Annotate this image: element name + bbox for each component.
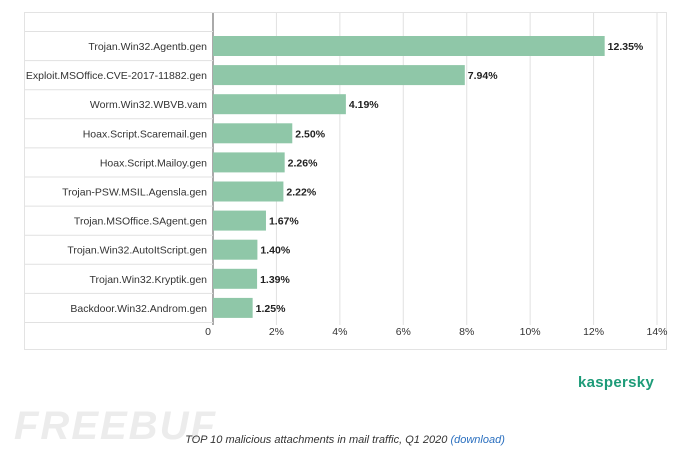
bar	[213, 65, 465, 86]
freebuf-watermark: FREEBUF	[14, 404, 217, 448]
download-link[interactable]: (download)	[450, 434, 505, 446]
bar	[213, 181, 284, 202]
caption-text: TOP 10 malicious attachments in mail tra…	[185, 434, 448, 446]
category-label: Trojan-PSW.MSIL.Agensla.gen	[62, 187, 207, 199]
bar	[213, 268, 258, 289]
category-label: Exploit.MSOffice.CVE-2017-11882.gen	[26, 70, 207, 82]
bars	[213, 36, 605, 318]
bar	[213, 210, 266, 231]
bar	[213, 297, 253, 318]
value-label: 1.39%	[260, 274, 290, 286]
bar	[213, 239, 258, 260]
bar	[213, 94, 346, 115]
value-label: 12.35%	[608, 41, 644, 53]
x-tick-label: 4%	[332, 326, 347, 338]
x-tick-label: 8%	[459, 326, 474, 338]
category-label: Hoax.Script.Mailoy.gen	[100, 157, 207, 169]
chart-frame: 0 2% 4% 6% 8% 10% 12% 14% Trojan.Win32.Agentb.ge…	[24, 12, 668, 350]
grid-lines	[25, 13, 658, 325]
labels: 0 2% 4% 6% 8% 10% 12% 14% Trojan.Win32.Agentb.ge…	[26, 41, 668, 338]
value-label: 1.40%	[260, 245, 290, 257]
kaspersky-logo[interactable]: kaspersky	[578, 374, 655, 391]
value-label: 1.25%	[256, 303, 286, 315]
bar	[213, 152, 285, 173]
x-tick-label: 14%	[646, 326, 667, 338]
bar	[213, 36, 605, 56]
category-label: Worm.Win32.WBVB.vam	[90, 99, 207, 111]
value-label: 2.50%	[295, 128, 325, 140]
value-label: 4.19%	[349, 99, 379, 111]
category-label: Hoax.Script.Scaremail.gen	[83, 128, 207, 140]
x-tick-label: 0	[205, 326, 211, 338]
x-tick-label: 6%	[396, 326, 411, 338]
bar	[213, 123, 293, 144]
category-label: Backdoor.Win32.Androm.gen	[70, 303, 207, 315]
x-tick-label: 10%	[520, 326, 541, 338]
category-label: Trojan.Win32.Kryptik.gen	[90, 274, 208, 286]
value-label: 7.94%	[468, 70, 498, 82]
value-label: 2.22%	[286, 187, 316, 199]
x-tick-label: 2%	[269, 326, 284, 338]
chart-caption: TOP 10 malicious attachments in mail tra…	[0, 434, 690, 446]
value-label: 2.26%	[288, 157, 318, 169]
category-label: Trojan.Win32.AutoItScript.gen	[67, 245, 207, 257]
bar-chart: 0 2% 4% 6% 8% 10% 12% 14% Trojan.Win32.Agentb.ge…	[25, 13, 668, 338]
category-label: Trojan.MSOffice.SAgent.gen	[74, 216, 207, 228]
x-tick-label: 12%	[583, 326, 604, 338]
value-label: 1.67%	[269, 216, 299, 228]
category-label: Trojan.Win32.Agentb.gen	[88, 41, 207, 53]
